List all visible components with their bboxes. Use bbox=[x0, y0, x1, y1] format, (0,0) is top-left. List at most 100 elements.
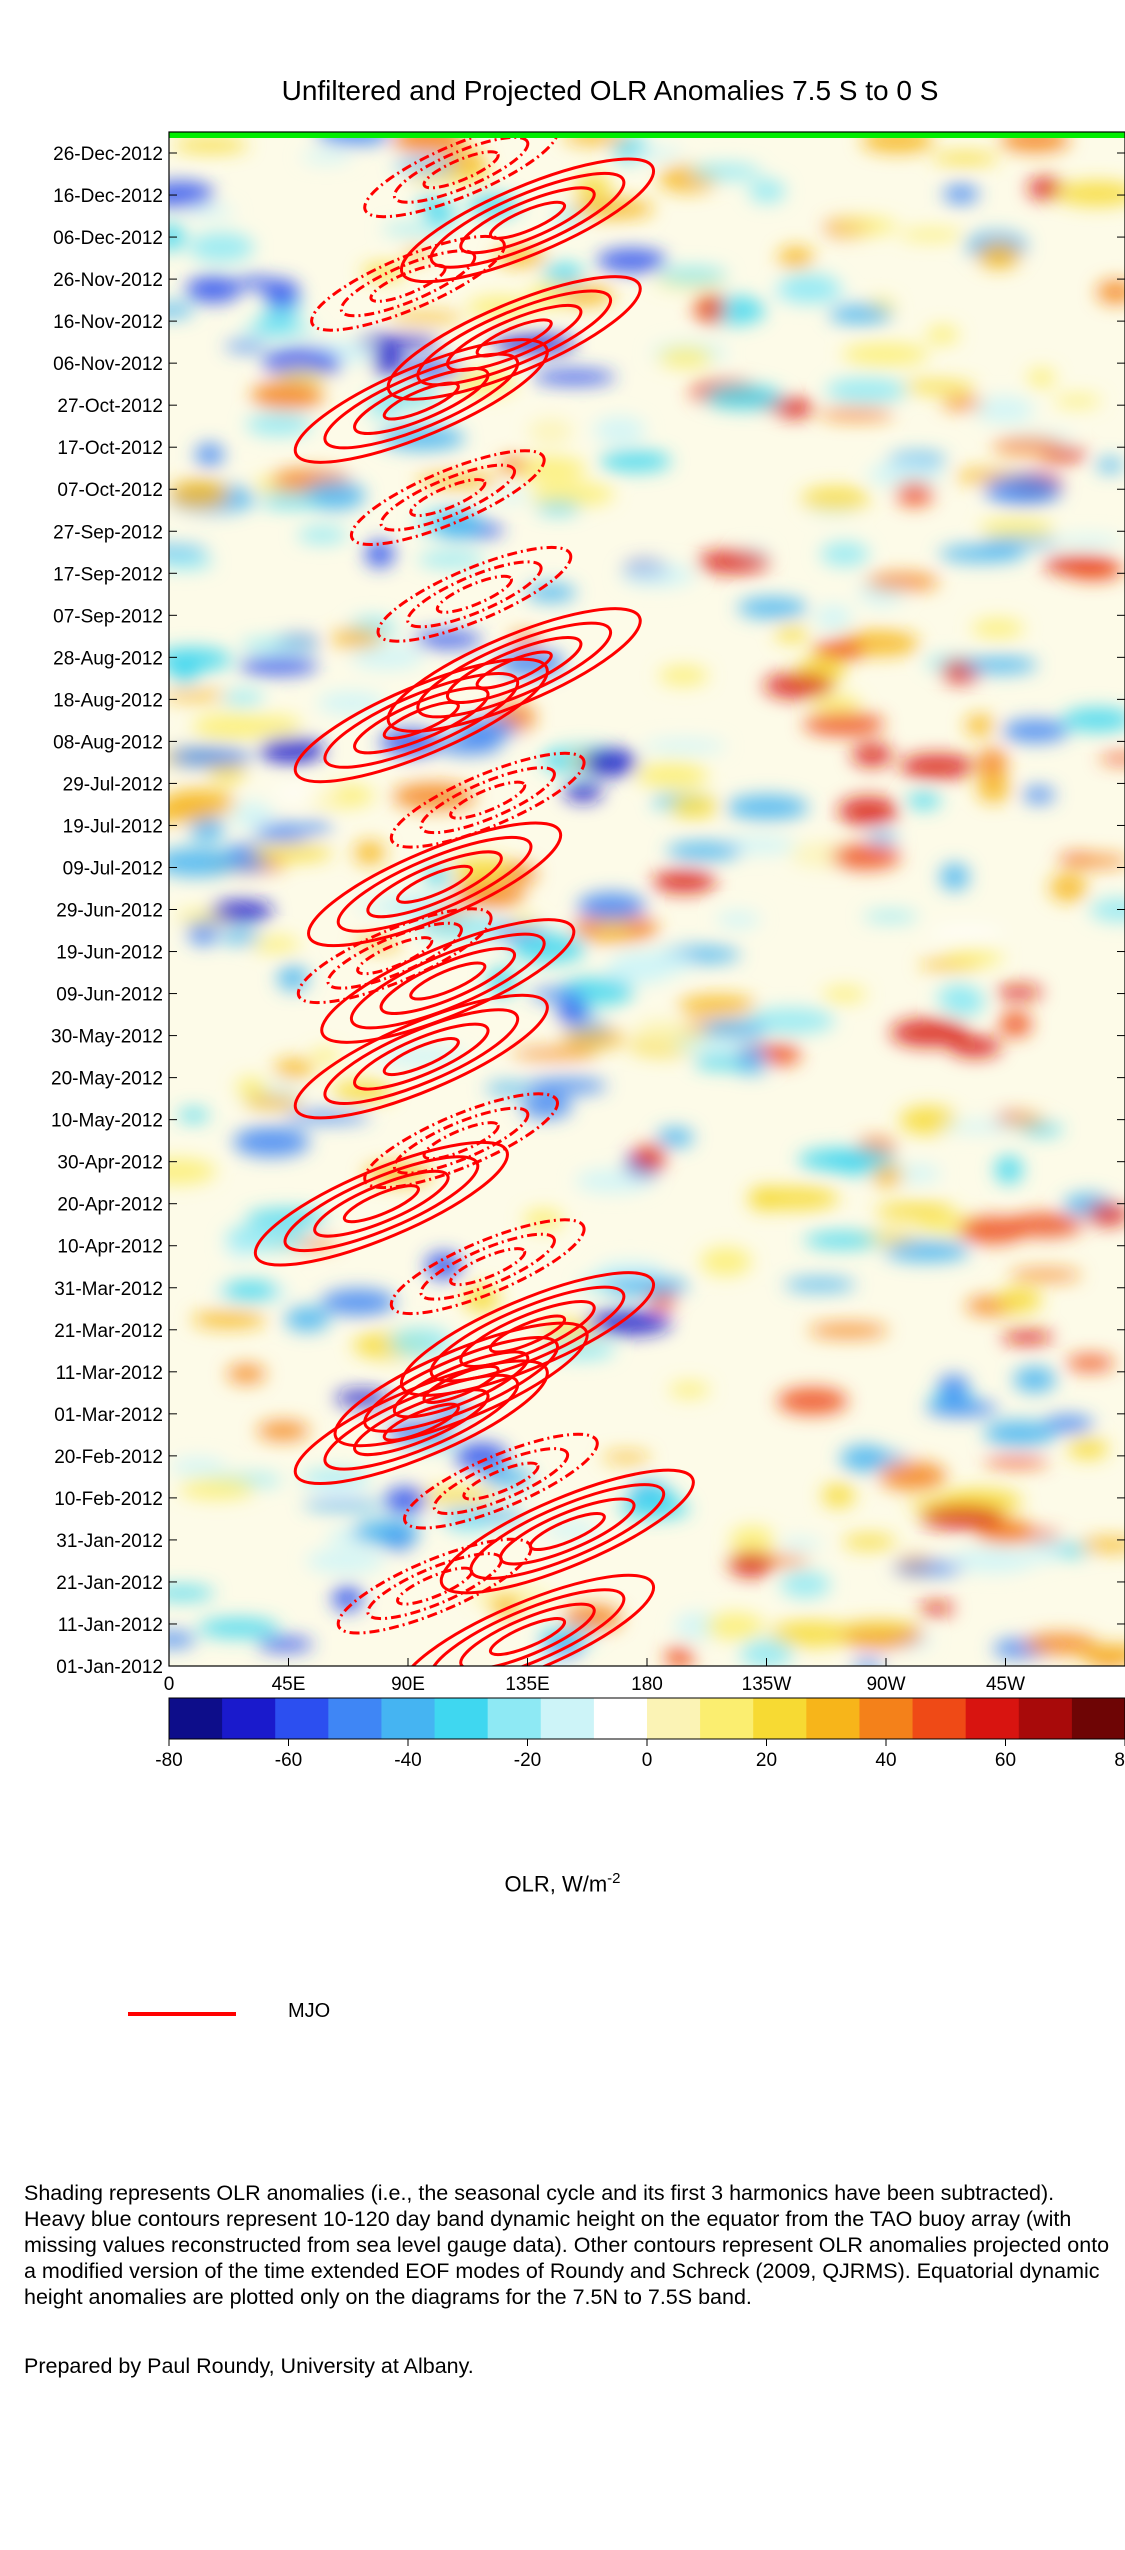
olr-anomaly-cell bbox=[1062, 707, 1125, 732]
olr-anomaly-cell bbox=[593, 923, 633, 936]
y-tick-label: 31-Mar-2012 bbox=[54, 1279, 163, 1300]
olr-anomaly-cell bbox=[394, 158, 458, 172]
olr-anomaly-cell bbox=[803, 712, 885, 736]
olr-anomaly-cell bbox=[737, 597, 808, 619]
olr-anomaly-cell bbox=[938, 544, 1026, 563]
y-tick-label: 26-Nov-2012 bbox=[53, 270, 163, 291]
colorbar-cell bbox=[222, 1698, 276, 1739]
olr-anomaly-cell bbox=[672, 1034, 753, 1053]
olr-anomaly-cell bbox=[1054, 535, 1124, 547]
y-tick-label: 09-Jul-2012 bbox=[63, 858, 163, 879]
colorbar-tick-label: -40 bbox=[394, 1750, 421, 1770]
olr-anomaly-cell bbox=[260, 492, 322, 508]
x-tick-label: 90W bbox=[866, 1674, 905, 1690]
olr-anomaly-cell bbox=[532, 369, 616, 385]
olr-anomaly-cell bbox=[694, 293, 725, 324]
olr-anomaly-cell bbox=[977, 242, 1021, 269]
mjo-contours bbox=[253, 132, 695, 1666]
y-tick-label: 17-Oct-2012 bbox=[57, 438, 163, 459]
olr-anomaly-cell bbox=[250, 936, 301, 953]
olr-anomaly-cell bbox=[925, 1400, 999, 1417]
olr-anomaly-cell bbox=[1002, 719, 1069, 743]
colorbar-tick-label: 0 bbox=[642, 1750, 653, 1770]
colorbar-cell bbox=[275, 1698, 329, 1739]
olr-anomaly-cell bbox=[596, 248, 667, 273]
x-tick-label: 180 bbox=[631, 1674, 663, 1690]
olr-anomaly-cell bbox=[1023, 1633, 1097, 1655]
mjo-contour-positive bbox=[429, 171, 626, 269]
olr-anomaly-cell bbox=[384, 1487, 427, 1514]
mjo-contour-negative bbox=[422, 1121, 500, 1161]
olr-anomaly-cell bbox=[189, 815, 225, 842]
olr-anomaly-cell bbox=[775, 399, 814, 418]
mjo-contour-positive bbox=[313, 1169, 450, 1238]
olr-anomaly-cell bbox=[169, 480, 230, 508]
olr-anomaly-cell bbox=[511, 933, 586, 964]
olr-anomaly-cell bbox=[819, 407, 894, 421]
y-tick-label: 29-Jun-2012 bbox=[56, 901, 163, 922]
olr-anomaly-cell bbox=[254, 823, 311, 843]
olr-anomaly-cell bbox=[812, 694, 862, 714]
mjo-contour-positive bbox=[353, 367, 490, 435]
olr-anomaly-cell bbox=[1022, 786, 1056, 804]
legend-mjo-label: MJO bbox=[288, 2000, 331, 2022]
olr-anomaly-cell bbox=[1086, 1203, 1125, 1226]
olr-anomaly-cell bbox=[983, 1456, 1049, 1468]
olr-anomaly-cell bbox=[227, 1364, 266, 1383]
mjo-contour-negative bbox=[389, 751, 586, 849]
olr-anomaly-cell bbox=[238, 657, 319, 675]
olr-anomaly-cell bbox=[169, 545, 208, 557]
olr-anomaly-cell bbox=[377, 1046, 466, 1067]
olr-anomaly-cell bbox=[185, 205, 235, 218]
olr-anomaly-cell bbox=[943, 184, 979, 204]
olr-anomaly-cell bbox=[851, 743, 893, 767]
olr-anomaly-cell bbox=[664, 1646, 694, 1666]
colorbar: -80 -60 -40 -20 0 20 40 60 80 bbox=[155, 1697, 1125, 1770]
olr-anomaly-cell bbox=[542, 263, 585, 284]
y-tick-label: 11-Mar-2012 bbox=[56, 1363, 163, 1384]
mjo-contour-positive bbox=[379, 947, 517, 1015]
olr-anomaly-cell bbox=[585, 1310, 672, 1335]
olr-anomaly-cell bbox=[701, 1020, 768, 1039]
olr-anomaly-cell bbox=[983, 1420, 1056, 1447]
olr-anomaly-cell bbox=[1049, 873, 1088, 902]
colorbar-cell bbox=[540, 1698, 595, 1739]
olr-anomaly-cell bbox=[875, 1202, 956, 1220]
olr-anomaly-cell bbox=[627, 147, 684, 160]
olr-anomaly-cell bbox=[883, 1240, 970, 1262]
mjo-contour-positive bbox=[323, 1008, 520, 1105]
mjo-contour-positive bbox=[469, 1483, 666, 1580]
y-tick-label: 30-Apr-2012 bbox=[57, 1153, 163, 1174]
olr-anomaly-cell bbox=[535, 501, 582, 514]
olr-anomaly-cell bbox=[169, 747, 253, 767]
olr-anomaly-cell bbox=[996, 1287, 1043, 1313]
olr-anomaly-cell bbox=[829, 217, 898, 235]
olr-anomaly-cell bbox=[602, 1276, 690, 1296]
olr-anomaly-cell bbox=[822, 986, 867, 1002]
olr-anomaly-cell bbox=[1099, 753, 1125, 764]
mjo-contour-positive bbox=[409, 961, 487, 1001]
olr-anomaly-cell bbox=[277, 965, 309, 991]
y-tick-label: 16-Nov-2012 bbox=[53, 312, 163, 333]
olr-anomaly-cell bbox=[700, 1247, 752, 1276]
colorbar-cell bbox=[647, 1698, 701, 1739]
olr-anomaly-cell bbox=[705, 1612, 764, 1640]
olr-anomaly-cell bbox=[351, 1519, 421, 1545]
mjo-contour-negative bbox=[376, 545, 573, 643]
mjo-contour-positive bbox=[342, 1184, 420, 1224]
olr-anomaly-cell bbox=[813, 640, 865, 660]
mjo-contour-positive bbox=[336, 835, 533, 933]
colorbar-cell bbox=[806, 1698, 861, 1739]
olr-anomaly-cell bbox=[1063, 559, 1123, 580]
olr-anomaly-cell bbox=[244, 1094, 303, 1110]
olr-anomaly-cell bbox=[454, 1442, 509, 1471]
olr-anomaly-cell bbox=[899, 1106, 958, 1135]
olr-anomaly-cell bbox=[842, 1534, 897, 1550]
y-tick-label: 10-Feb-2012 bbox=[54, 1489, 163, 1510]
olr-anomaly-cell bbox=[511, 456, 587, 482]
colorbar-tick-label: 20 bbox=[756, 1750, 777, 1770]
olr-anomaly-cell bbox=[840, 1445, 889, 1472]
olr-anomaly-cell bbox=[297, 526, 348, 544]
olr-anomaly-cell bbox=[530, 988, 585, 1002]
olr-anomaly-cell bbox=[1006, 1213, 1083, 1237]
